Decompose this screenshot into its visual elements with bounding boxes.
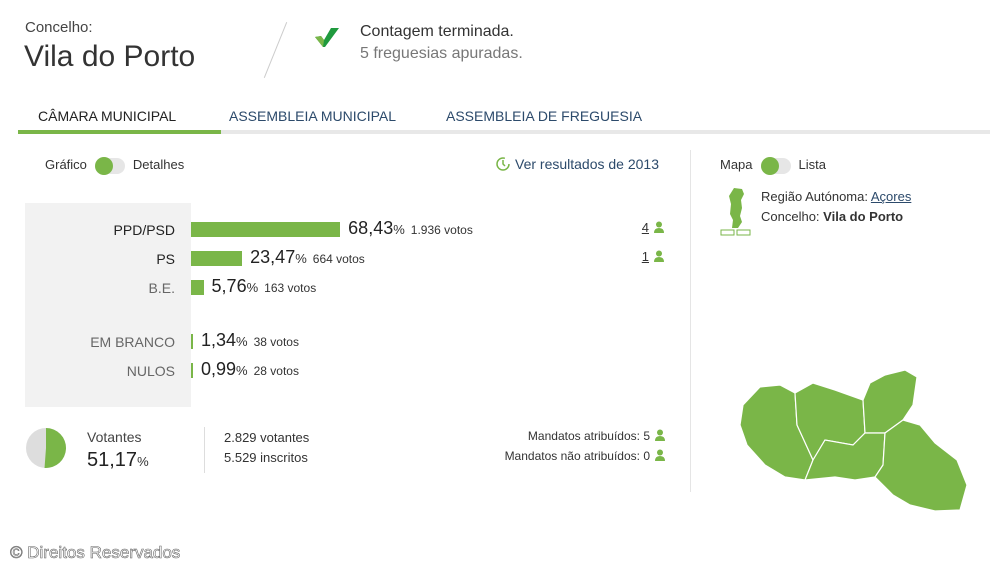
- concelho-line: Concelho: Vila do Porto: [761, 209, 903, 224]
- result-row: PS 23,47% 664 votos 1: [25, 247, 675, 269]
- percent-value: 23,47: [250, 247, 296, 267]
- percent-value: 0,99: [201, 359, 237, 379]
- toggle-detalhes-label: Detalhes: [132, 157, 185, 172]
- percent-sign: %: [246, 280, 259, 295]
- percent-sign: %: [295, 251, 307, 266]
- concelho-label: Concelho:: [25, 19, 93, 36]
- toggle-lista-label: Lista: [798, 157, 826, 172]
- person-icon: [654, 221, 664, 233]
- votes-count: 163 votos: [264, 281, 317, 295]
- result-value: 23,47% 664 votos: [250, 247, 365, 268]
- votes-count: 38 votos: [253, 335, 299, 349]
- result-row: B.E. 5,76% 163 votos: [25, 276, 675, 298]
- turnout-value: 51,17: [87, 449, 138, 471]
- person-icon: [655, 429, 665, 441]
- pie-turnout: [44, 428, 66, 468]
- percent-sign: %: [236, 363, 248, 378]
- tab-camara-municipal[interactable]: CÂMARA MUNICIPAL: [38, 108, 177, 124]
- mandates-count: 1: [641, 249, 649, 264]
- map-freguesia-5[interactable]: [874, 419, 968, 512]
- party-name: PS: [156, 251, 175, 267]
- result-bar: [191, 222, 341, 237]
- chart-label-background: [25, 203, 191, 407]
- person-icon: [655, 449, 665, 461]
- percent-value: 1,34: [201, 330, 237, 350]
- result-bar: [191, 280, 204, 295]
- result-bar: [191, 334, 193, 349]
- island-map: [739, 369, 968, 512]
- inscritos-count: 5.529 inscritos: [224, 450, 308, 465]
- region-line: Região Autónoma: Açores: [761, 189, 911, 204]
- mandatos-atribuidos-text: Mandatos atribuídos: 5: [527, 429, 650, 443]
- freguesias-count: 5 freguesias apuradas.: [360, 45, 523, 62]
- result-value: 5,76% 163 votos: [212, 276, 317, 297]
- tab-assembleia-freguesia[interactable]: ASSEMBLEIA DE FREGUESIA: [446, 108, 643, 124]
- result-bar: [191, 251, 243, 266]
- percent-sign: %: [236, 334, 248, 349]
- mandatos-nao-atribuidos-text: Mandatos não atribuídos: 0: [504, 449, 650, 463]
- panel-divider: [690, 150, 691, 492]
- region-link-acores[interactable]: Açores: [870, 189, 912, 204]
- copyright-watermark: © Direitos Reservados: [10, 543, 181, 563]
- result-value: 68,43% 1.936 votos: [348, 218, 473, 239]
- person-icon: [654, 250, 664, 262]
- result-row: PPD/PSD 68,43% 1.936 votos 4: [25, 218, 675, 240]
- mandates-link[interactable]: 4: [642, 220, 665, 235]
- turnout-label: Votantes: [87, 429, 142, 445]
- toggle-grafico-label: Gráfico: [45, 157, 87, 172]
- toggle-mapa-label: Mapa: [720, 157, 753, 172]
- mandates-count: 4: [641, 220, 649, 235]
- party-name: EM BRANCO: [90, 334, 175, 350]
- grafico-detalhes-switch[interactable]: [94, 156, 125, 175]
- history-link[interactable]: Ver resultados de 2013: [495, 156, 659, 172]
- concelho-info-value: Vila do Porto: [823, 209, 904, 224]
- result-row: NULOS 0,99% 28 votos: [25, 359, 675, 381]
- percent-value: 5,76: [211, 276, 247, 296]
- history-link-label: Ver resultados de 2013: [515, 156, 659, 172]
- turnout-percent: 51,17%: [87, 449, 149, 472]
- check-icon: [315, 28, 339, 47]
- mandatos-atribuidos: Mandatos atribuídos: 5: [528, 429, 666, 443]
- tab-bar: CÂMARA MUNICIPAL ASSEMBLEIA MUNICIPAL AS…: [18, 100, 990, 134]
- percent-sign: %: [137, 454, 149, 469]
- map-toggle[interactable]: Mapa Lista: [720, 156, 826, 175]
- mandatos-nao-atribuidos: Mandatos não atribuídos: 0: [505, 449, 666, 463]
- divider: [263, 21, 288, 79]
- active-tab-indicator: [18, 130, 221, 134]
- result-row: EM BRANCO 1,34% 38 votos: [25, 330, 675, 352]
- view-toggle[interactable]: Gráfico Detalhes: [45, 156, 185, 175]
- result-bar: [191, 363, 193, 378]
- votes-count: 1.936 votos: [410, 223, 473, 237]
- region-label: Região Autónoma:: [761, 189, 868, 204]
- mapa-lista-switch[interactable]: [760, 156, 791, 175]
- count-status: Contagem terminada.: [360, 23, 514, 40]
- votantes-count: 2.829 votantes: [224, 430, 310, 445]
- votes-count: 28 votos: [253, 364, 299, 378]
- mandates-link[interactable]: 1: [642, 249, 665, 264]
- party-name: B.E.: [148, 280, 175, 296]
- turnout-pie: [25, 427, 67, 469]
- votes-count: 664 votos: [312, 252, 365, 266]
- party-name: NULOS: [126, 363, 175, 379]
- history-icon: [496, 157, 510, 171]
- divider: [204, 427, 205, 473]
- percent-sign: %: [393, 222, 405, 237]
- concelho-info-label: Concelho:: [761, 209, 820, 224]
- party-name: PPD/PSD: [113, 222, 175, 238]
- page-title: Vila do Porto: [24, 40, 196, 73]
- result-value: 1,34% 38 votos: [201, 330, 299, 351]
- result-value: 0,99% 28 votos: [201, 359, 299, 380]
- tab-assembleia-municipal[interactable]: ASSEMBLEIA MUNICIPAL: [229, 108, 397, 124]
- percent-value: 68,43: [348, 218, 394, 238]
- portugal-minimap-icon[interactable]: [720, 186, 752, 238]
